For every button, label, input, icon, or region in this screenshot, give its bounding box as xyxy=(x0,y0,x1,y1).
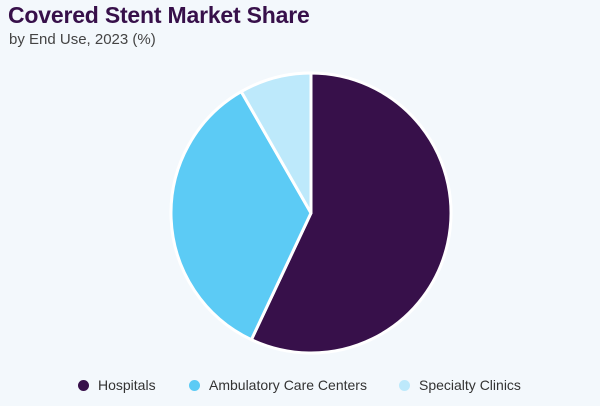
legend-item-hospitals[interactable]: Hospitals xyxy=(78,377,156,393)
legend: Hospitals Ambulatory Care Centers Specia… xyxy=(0,377,600,397)
chart-title: Covered Stent Market Share xyxy=(8,2,310,28)
legend-label: Specialty Clinics xyxy=(419,377,521,393)
legend-item-specialty-clinics[interactable]: Specialty Clinics xyxy=(399,377,521,393)
legend-swatch-specialty-clinics xyxy=(399,379,410,391)
legend-item-ambulatory-care-centers[interactable]: Ambulatory Care Centers xyxy=(189,377,367,393)
legend-swatch-ambulatory-care-centers xyxy=(189,379,200,391)
pie-chart xyxy=(169,71,453,355)
chart-subtitle: by End Use, 2023 (%) xyxy=(9,31,156,48)
pie-slice-hospitals[interactable] xyxy=(249,71,453,355)
pie-slice-specialty-clinics[interactable] xyxy=(239,71,313,215)
legend-label: Hospitals xyxy=(98,377,156,393)
legend-label: Ambulatory Care Centers xyxy=(209,377,367,393)
legend-swatch-hospitals xyxy=(78,379,89,391)
